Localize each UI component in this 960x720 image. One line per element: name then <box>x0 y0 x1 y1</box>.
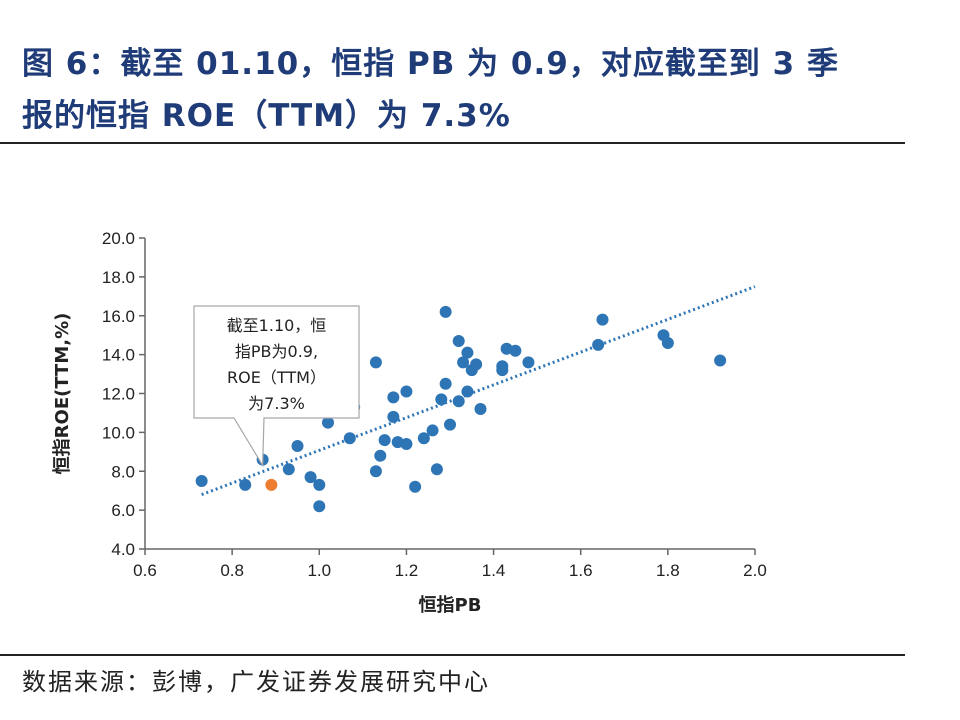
x-tick-label: 1.0 <box>307 561 331 580</box>
data-point <box>322 416 334 429</box>
data-point <box>714 354 727 367</box>
data-point <box>378 434 391 447</box>
figure-title: 图 6：截至 01.10，恒指 PB 为 0.9，对应截至到 3 季 报的恒指 … <box>22 38 922 142</box>
data-point <box>661 336 674 349</box>
data-point <box>239 478 252 491</box>
data-point <box>369 465 382 478</box>
data-point <box>457 356 470 369</box>
bottom-rule <box>0 654 905 656</box>
data-point <box>387 410 400 423</box>
data-point <box>417 432 430 445</box>
x-tick-label: 1.6 <box>569 561 593 580</box>
annotation-callout <box>193 305 360 468</box>
data-source: 数据来源：彭博，广发证券发展研究中心 <box>22 668 490 696</box>
data-point <box>304 471 317 484</box>
data-point <box>313 500 326 513</box>
data-point <box>400 385 413 398</box>
data-point <box>439 377 452 390</box>
y-tick-label: 16.0 <box>102 307 135 326</box>
data-point <box>444 418 456 431</box>
annotation-line: ROE（TTM） <box>227 368 326 387</box>
annotation-line: 为7.3% <box>248 394 305 413</box>
data-point <box>592 338 605 351</box>
data-point <box>461 385 474 398</box>
data-point <box>435 393 448 406</box>
data-point <box>452 335 465 348</box>
y-tick-label: 6.0 <box>111 501 135 520</box>
y-tick-label: 12.0 <box>102 385 135 404</box>
data-point <box>474 403 487 416</box>
highlight-point <box>265 478 278 491</box>
data-point <box>400 438 413 451</box>
annotation-line: 指PB为0.9, <box>235 342 318 361</box>
annotation-line: 截至1.10，恒 <box>227 316 327 335</box>
y-tick-label: 14.0 <box>102 346 135 365</box>
data-point <box>291 439 304 452</box>
data-point <box>313 478 326 491</box>
data-point <box>409 480 422 493</box>
data-point <box>509 344 522 357</box>
x-axis-label: 恒指PB <box>419 594 482 616</box>
x-tick-label: 1.4 <box>482 561 506 580</box>
data-point <box>439 305 452 318</box>
x-tick-label: 1.8 <box>656 561 680 580</box>
data-point <box>522 356 535 369</box>
trendline <box>201 285 756 496</box>
data-point <box>282 463 295 476</box>
y-tick-label: 8.0 <box>111 462 135 481</box>
x-tick-label: 0.6 <box>133 561 157 580</box>
data-point <box>387 391 400 404</box>
data-point <box>343 432 356 445</box>
data-point <box>374 449 387 462</box>
data-point <box>426 424 439 437</box>
data-point <box>496 364 509 377</box>
x-tick-label: 2.0 <box>743 561 767 580</box>
data-point <box>369 356 382 369</box>
data-point <box>596 313 609 326</box>
title-line-1: 图 6：截至 01.10，恒指 PB 为 0.9，对应截至到 3 季 <box>22 46 840 82</box>
data-point <box>195 474 208 487</box>
x-tick-label: 0.8 <box>220 561 244 580</box>
y-tick-label: 20.0 <box>102 229 135 248</box>
title-line-2: 报的恒指 ROE（TTM）为 7.3% <box>22 98 511 134</box>
y-tick-label: 10.0 <box>102 423 135 442</box>
y-tick-label: 18.0 <box>102 268 135 287</box>
data-point <box>430 463 443 476</box>
x-tick-label: 1.2 <box>395 561 419 580</box>
data-point <box>452 395 465 408</box>
data-point <box>461 346 474 359</box>
data-point <box>470 358 483 371</box>
top-rule <box>0 142 905 144</box>
y-tick-label: 4.0 <box>111 540 135 559</box>
y-axis-label: 恒指ROE(TTM,%) <box>51 313 73 475</box>
